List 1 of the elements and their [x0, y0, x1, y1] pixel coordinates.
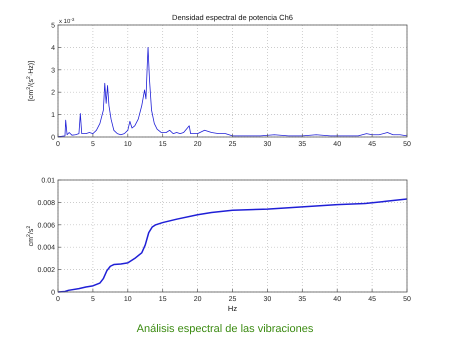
- text: Análisis espectral de las vibraciones: [136, 323, 314, 335]
